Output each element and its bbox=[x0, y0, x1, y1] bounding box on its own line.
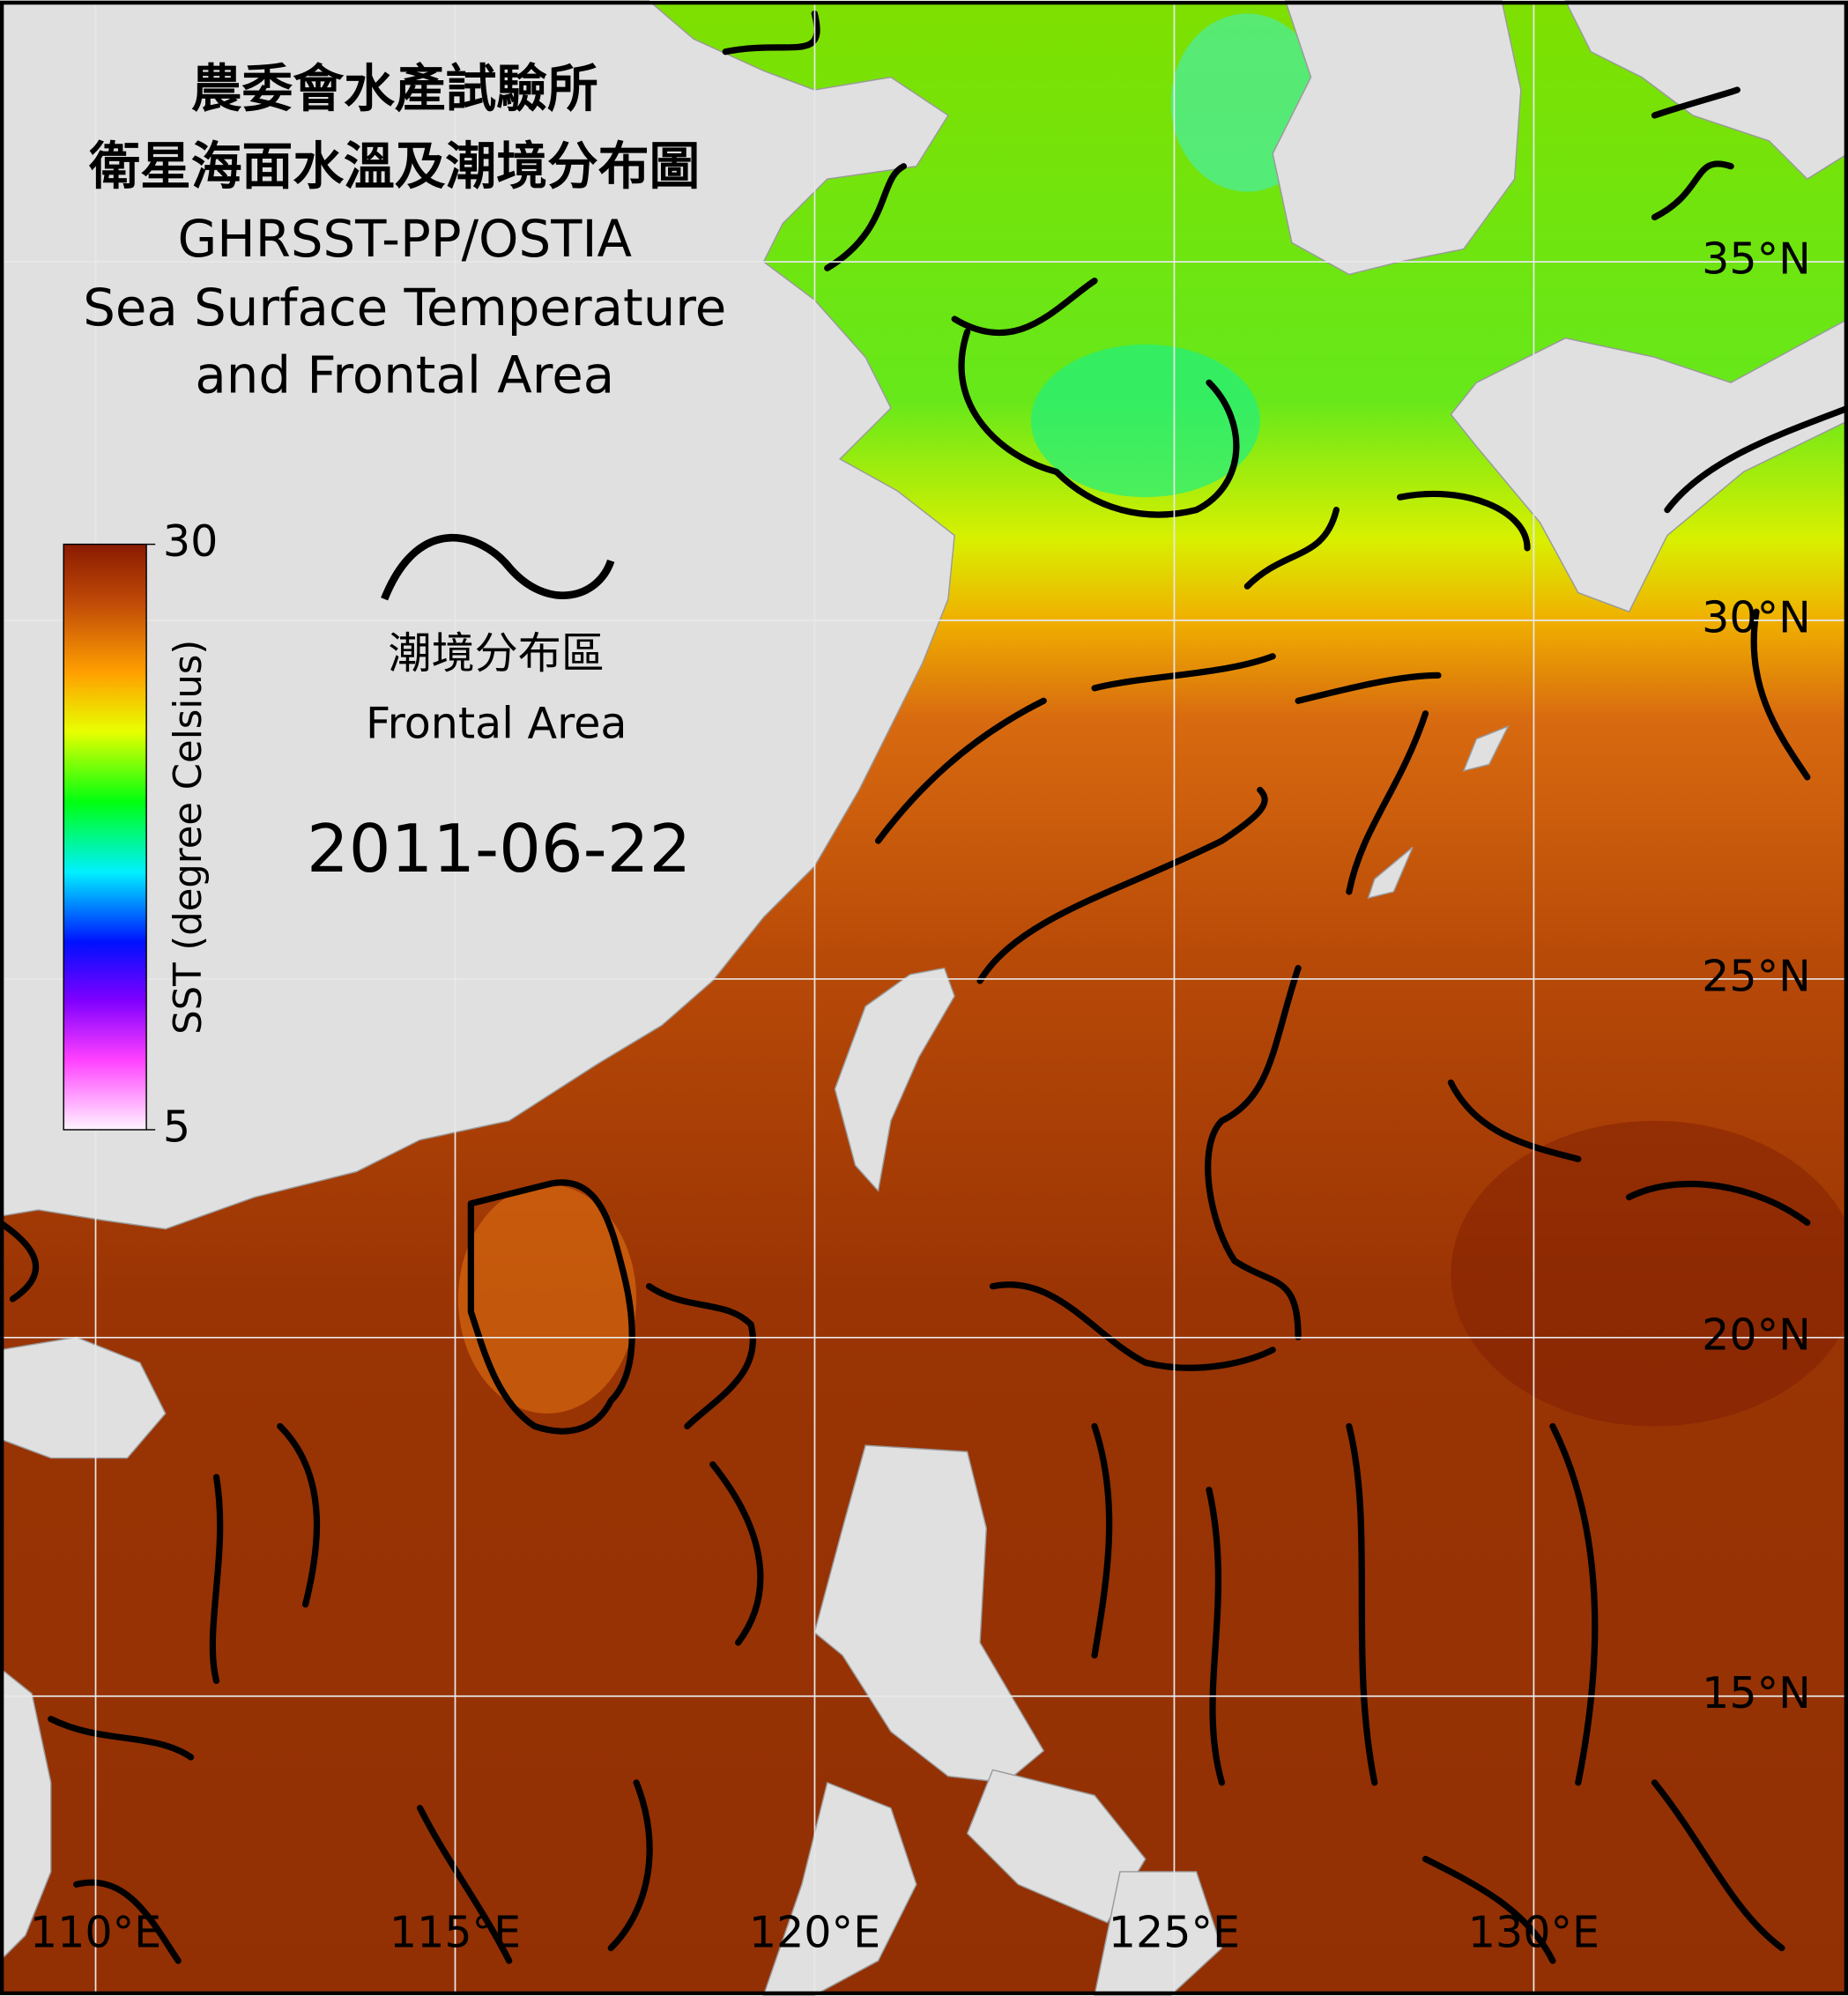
x-tick-label: 115°E bbox=[390, 1907, 521, 1958]
y-tick-label: 20°N bbox=[1702, 1309, 1811, 1360]
x-tick-label: 120°E bbox=[749, 1907, 880, 1958]
colorbar-tick-label: 30 bbox=[163, 516, 218, 567]
title-line: GHRSST-PP/OSTIA bbox=[178, 209, 633, 269]
x-tick-label: 125°E bbox=[1109, 1907, 1240, 1958]
cool-patch bbox=[1030, 344, 1260, 498]
colorbar-tick-label: 5 bbox=[163, 1101, 190, 1152]
title-line: and Frontal Area bbox=[195, 345, 614, 405]
x-tick-label: 130°E bbox=[1468, 1907, 1599, 1958]
frontal-lines bbox=[0, 10, 1848, 1964]
title-block: 農委會水產試驗所 衛星海面水溫及潮境分布圖 GHRSST-PP/OSTIA Se… bbox=[83, 59, 726, 405]
title-line: Sea Surface Temperature bbox=[83, 278, 726, 338]
front-legend-label: 潮境分布區 bbox=[389, 627, 605, 679]
front-legend-label: Frontal Area bbox=[366, 698, 627, 749]
y-tick-label: 25°N bbox=[1702, 950, 1811, 1001]
x-tick-label: 110°E bbox=[30, 1907, 161, 1958]
y-tick-label: 35°N bbox=[1702, 234, 1811, 285]
y-tick-label: 15°N bbox=[1702, 1667, 1811, 1718]
colorbar bbox=[63, 543, 147, 1131]
colorbar-label: SST (degree Celsius) bbox=[167, 640, 211, 1035]
date: 2011-06-22 bbox=[307, 810, 691, 887]
y-tick-label: 30°N bbox=[1702, 592, 1811, 643]
warm-patch bbox=[457, 1184, 637, 1414]
title-line: 衛星海面水溫及潮境分布圖 bbox=[88, 137, 700, 197]
front-legend-symbol bbox=[381, 533, 615, 601]
title-line: 農委會水產試驗所 bbox=[191, 59, 598, 119]
warm-patch bbox=[1451, 1120, 1848, 1427]
